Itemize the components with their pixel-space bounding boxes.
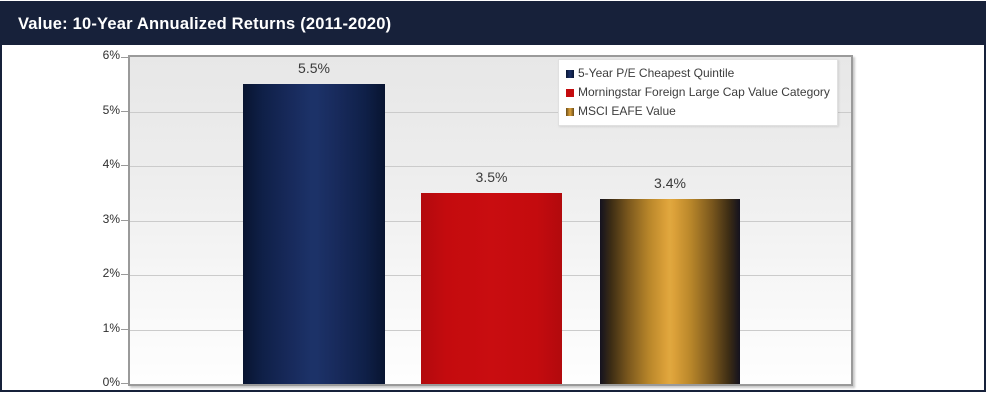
legend-label: 5-Year P/E Cheapest Quintile (578, 66, 735, 80)
bar-5-year-pe-cheapest-quintile (243, 84, 385, 384)
y-axis: 0% 1% 2% 3% 4% 5% 6% (2, 48, 120, 389)
y-axis-tick-label: 3% (102, 211, 120, 226)
legend-item: 5-Year P/E Cheapest Quintile (566, 65, 830, 82)
legend-item: Morningstar Foreign Large Cap Value Cate… (566, 84, 830, 101)
y-axis-tick-mark (121, 57, 128, 58)
gridline (130, 166, 851, 167)
y-axis-tick-mark (121, 328, 128, 330)
y-axis-tick-mark (121, 274, 128, 275)
bar-morningstar-foreign-large-cap-value (421, 193, 562, 384)
gridline (130, 111, 851, 113)
bar-msci-eafe-value (600, 198, 740, 384)
legend-item: MSCI EAFE Value (566, 103, 830, 120)
y-axis-tick-mark (121, 165, 128, 166)
bar-value-label: 3.5% (475, 169, 508, 186)
chart-header: Value: 10-Year Annualized Returns (2011-… (2, 3, 984, 45)
legend-swatch-icon (566, 69, 574, 78)
y-axis-tick-mark (121, 110, 128, 112)
legend-swatch-icon (566, 88, 574, 97)
legend-label: Morningstar Foreign Large Cap Value Cate… (578, 85, 830, 99)
bar-value-label: 5.5% (298, 60, 330, 77)
y-axis-tick-label: 4% (102, 157, 120, 171)
legend-swatch-icon (566, 107, 574, 116)
y-axis-tick-mark (121, 219, 128, 221)
plot-area: 5.5% 3.5% 3.4% 5-Year P/E Cheapest Quint… (121, 55, 853, 386)
y-axis-tick-label: 6% (102, 48, 120, 62)
chart-title: Value: 10-Year Annualized Returns (2011-… (18, 14, 392, 33)
legend: 5-Year P/E Cheapest Quintile Morningstar … (558, 59, 838, 126)
bar-value-label: 3.4% (654, 174, 686, 191)
y-axis-tick-label: 1% (102, 320, 120, 335)
legend-label: MSCI EAFE Value (578, 104, 676, 118)
y-axis-tick-label: 5% (102, 102, 120, 117)
chart-card: Value: 10-Year Annualized Returns (2011-… (0, 1, 986, 392)
chart-zone: 0% 1% 2% 3% 4% 5% 6% 5.5% 3.5% 3.4% 5-Year P/E… (2, 45, 984, 389)
y-axis-tick-mark (121, 383, 128, 384)
y-axis-tick-label: 2% (102, 266, 120, 280)
y-axis-tick-label: 0% (102, 375, 120, 389)
